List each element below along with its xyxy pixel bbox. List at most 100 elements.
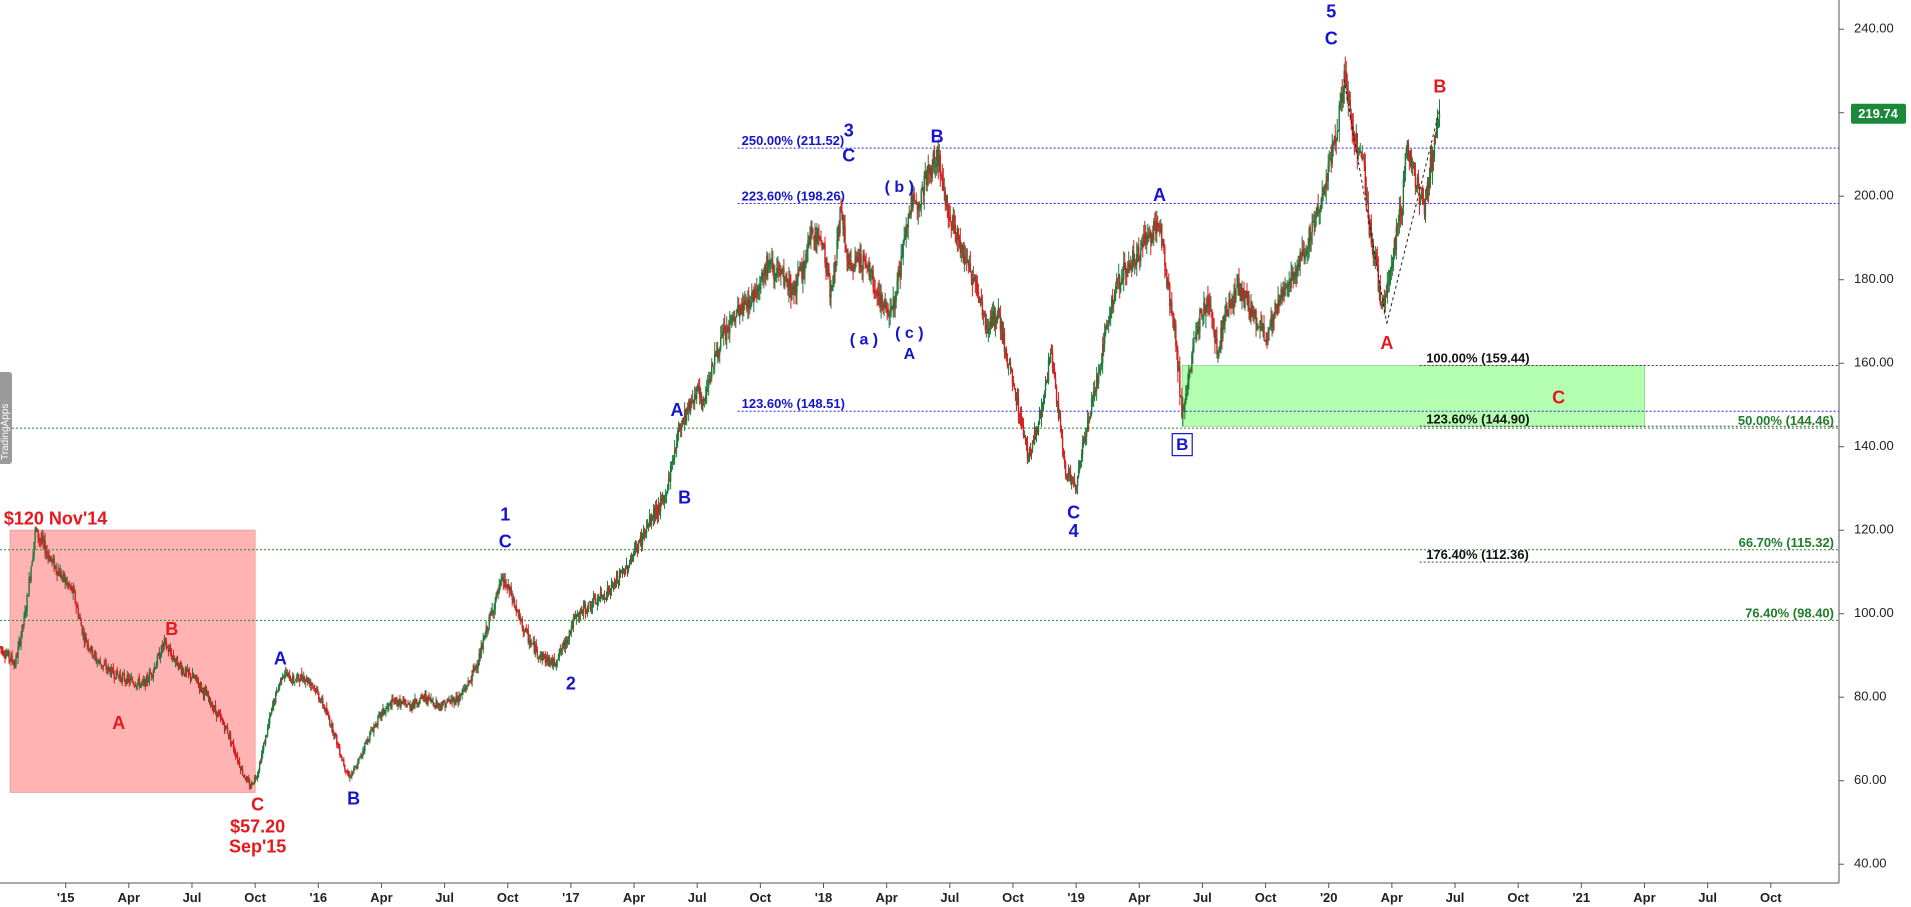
candle-body — [1139, 259, 1141, 261]
candle-body — [1368, 218, 1371, 236]
candle-body — [905, 224, 907, 238]
candle-body — [948, 215, 950, 220]
candle-body — [161, 645, 164, 649]
candle-body — [876, 291, 878, 296]
candle-body — [590, 607, 593, 610]
candle-body — [911, 194, 913, 208]
candle-body — [365, 742, 367, 744]
x-tick-label: '16 — [310, 890, 328, 905]
tradingapps-tab[interactable]: TradingApps — [0, 372, 12, 464]
candle-body — [928, 164, 930, 174]
candle-body — [1421, 195, 1424, 201]
candle-body — [938, 156, 940, 166]
candle-body — [1211, 309, 1213, 318]
candle-body — [1023, 434, 1026, 437]
candle-body — [182, 669, 185, 674]
candle-body — [388, 704, 390, 707]
candle-body — [853, 268, 855, 273]
candle-body — [1049, 353, 1052, 363]
candle-body — [767, 254, 769, 269]
candle-body — [550, 657, 553, 661]
candle-body — [369, 732, 371, 741]
candle-body — [563, 641, 566, 648]
candle-body — [872, 270, 874, 288]
candle-body — [770, 261, 772, 263]
candle-body — [1324, 190, 1326, 195]
x-tick-label: Apr — [1633, 890, 1655, 905]
candle-body — [139, 683, 142, 688]
candle-body — [351, 772, 353, 776]
candle-body — [917, 201, 919, 212]
candle-body — [1065, 476, 1068, 478]
candle-body — [1209, 303, 1211, 307]
candle-body — [1266, 342, 1268, 344]
candle-body — [963, 254, 966, 265]
candle-body — [1285, 286, 1287, 288]
candle-body — [41, 536, 43, 542]
y-tick-label: 140.00 — [1854, 438, 1894, 453]
candle-body — [856, 257, 858, 261]
candle-body — [597, 598, 600, 600]
candle-body — [345, 769, 347, 772]
candle-body — [256, 774, 259, 778]
candle-body — [1424, 199, 1427, 217]
candle-body — [696, 385, 699, 391]
candle-body — [542, 654, 545, 661]
candle-body — [1267, 332, 1269, 341]
candle-body — [521, 618, 523, 629]
candle-body — [454, 702, 456, 704]
candle-body — [155, 664, 158, 669]
candle-body — [1009, 361, 1012, 370]
candle-body — [366, 739, 368, 743]
candle-body — [320, 701, 322, 703]
candle-body — [83, 633, 85, 642]
candle-body — [522, 627, 524, 632]
candle-body — [1385, 294, 1388, 297]
candle-body — [880, 293, 882, 308]
candle-body — [1301, 249, 1303, 257]
candle-body — [803, 261, 805, 270]
candle-body — [1237, 280, 1239, 287]
candle-body — [617, 580, 620, 584]
candle-body — [1102, 343, 1105, 347]
candle-body — [111, 668, 113, 670]
candle-body — [720, 336, 722, 349]
candle-body — [1332, 142, 1334, 149]
candle-body — [698, 385, 701, 397]
candle-body — [102, 665, 104, 667]
candle-body — [88, 648, 90, 650]
candle-body — [791, 288, 793, 300]
candle-body — [1187, 382, 1189, 396]
candle-body — [709, 378, 711, 382]
candle-body — [1149, 233, 1151, 238]
candle-body — [4, 655, 6, 658]
candle-body — [874, 289, 876, 293]
candle-body — [924, 170, 926, 179]
candle-body — [237, 761, 240, 763]
candle-body — [1229, 301, 1231, 308]
candle-body — [1126, 272, 1128, 276]
candle-body — [862, 255, 864, 271]
candle-body — [946, 195, 948, 208]
candle-body — [1432, 151, 1435, 157]
candle-body — [515, 605, 517, 612]
candle-body — [297, 674, 299, 678]
candle-body — [1003, 332, 1006, 352]
candle-body — [548, 656, 551, 666]
candle-body — [887, 308, 889, 315]
candle-body — [776, 268, 778, 275]
candle-body — [63, 571, 65, 581]
candle-body — [416, 703, 418, 705]
candle-body — [886, 310, 888, 312]
candle-body — [789, 276, 791, 287]
candle-body — [745, 300, 747, 302]
candle-body — [1148, 234, 1150, 239]
candle-body — [17, 646, 19, 658]
candle-body — [721, 334, 723, 336]
candle-body — [969, 263, 972, 272]
candle-body — [629, 562, 632, 564]
candle-body — [640, 535, 643, 545]
candle-body — [1136, 254, 1138, 265]
candle-body — [84, 635, 86, 641]
